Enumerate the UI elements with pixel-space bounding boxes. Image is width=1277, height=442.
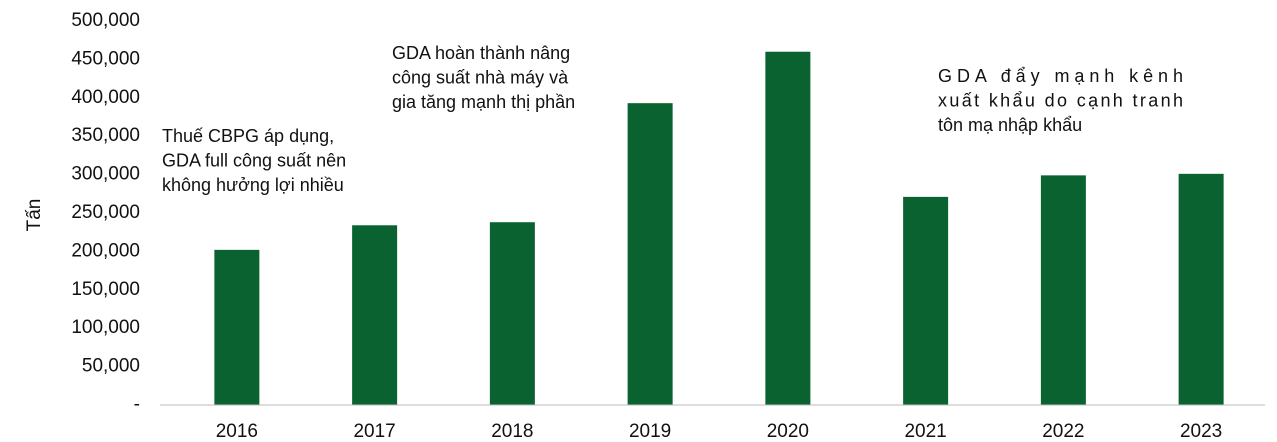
x-tick-label: 2021 bbox=[904, 421, 946, 442]
y-tick-label: 500,000 bbox=[71, 10, 140, 31]
y-tick-label: 250,000 bbox=[71, 202, 140, 223]
annotation: GDA full công suất nên bbox=[162, 150, 346, 170]
bar bbox=[903, 196, 949, 405]
bar bbox=[214, 249, 260, 405]
annotation: tôn mạ nhập khẩu bbox=[938, 115, 1082, 135]
bar bbox=[489, 222, 535, 405]
annotation: GDA hoàn thành nâng bbox=[392, 43, 570, 63]
y-tick-label: 100,000 bbox=[71, 317, 140, 338]
annotation: công suất nhà máy và bbox=[392, 67, 569, 87]
y-tick-label: 300,000 bbox=[71, 164, 140, 185]
annotation: GDA đẩy mạnh kênh bbox=[938, 66, 1183, 86]
annotation: không hưởng lợi nhiều bbox=[162, 175, 344, 195]
annotation: Thuế CBPG áp dụng, bbox=[162, 126, 334, 146]
annotation: gia tăng mạnh thị phần bbox=[392, 92, 575, 112]
y-tick-label: 350,000 bbox=[71, 125, 140, 146]
x-tick-label: 2020 bbox=[767, 421, 809, 442]
y-tick-label: 450,000 bbox=[71, 48, 140, 69]
x-tick-label: 2018 bbox=[491, 421, 533, 442]
y-tick-label: 150,000 bbox=[71, 279, 140, 300]
bar bbox=[352, 225, 398, 405]
bar bbox=[1040, 175, 1086, 405]
y-tick-label: 400,000 bbox=[71, 87, 140, 108]
x-tick-label: 2023 bbox=[1180, 421, 1222, 442]
x-tick-label: 2022 bbox=[1042, 421, 1084, 442]
bar bbox=[627, 103, 673, 406]
bar bbox=[765, 51, 811, 405]
x-tick-label: 2017 bbox=[353, 421, 395, 442]
bar bbox=[1178, 173, 1224, 405]
y-axis-label: Tấn bbox=[24, 199, 45, 232]
y-tick-label: 200,000 bbox=[71, 240, 140, 261]
annotation: xuất khẩu do cạnh tranh bbox=[938, 90, 1183, 110]
x-tick-label: 2019 bbox=[629, 421, 671, 442]
x-tick-label: 2016 bbox=[216, 421, 258, 442]
y-tick-label: - bbox=[134, 394, 140, 415]
y-tick-label: 50,000 bbox=[82, 356, 140, 377]
